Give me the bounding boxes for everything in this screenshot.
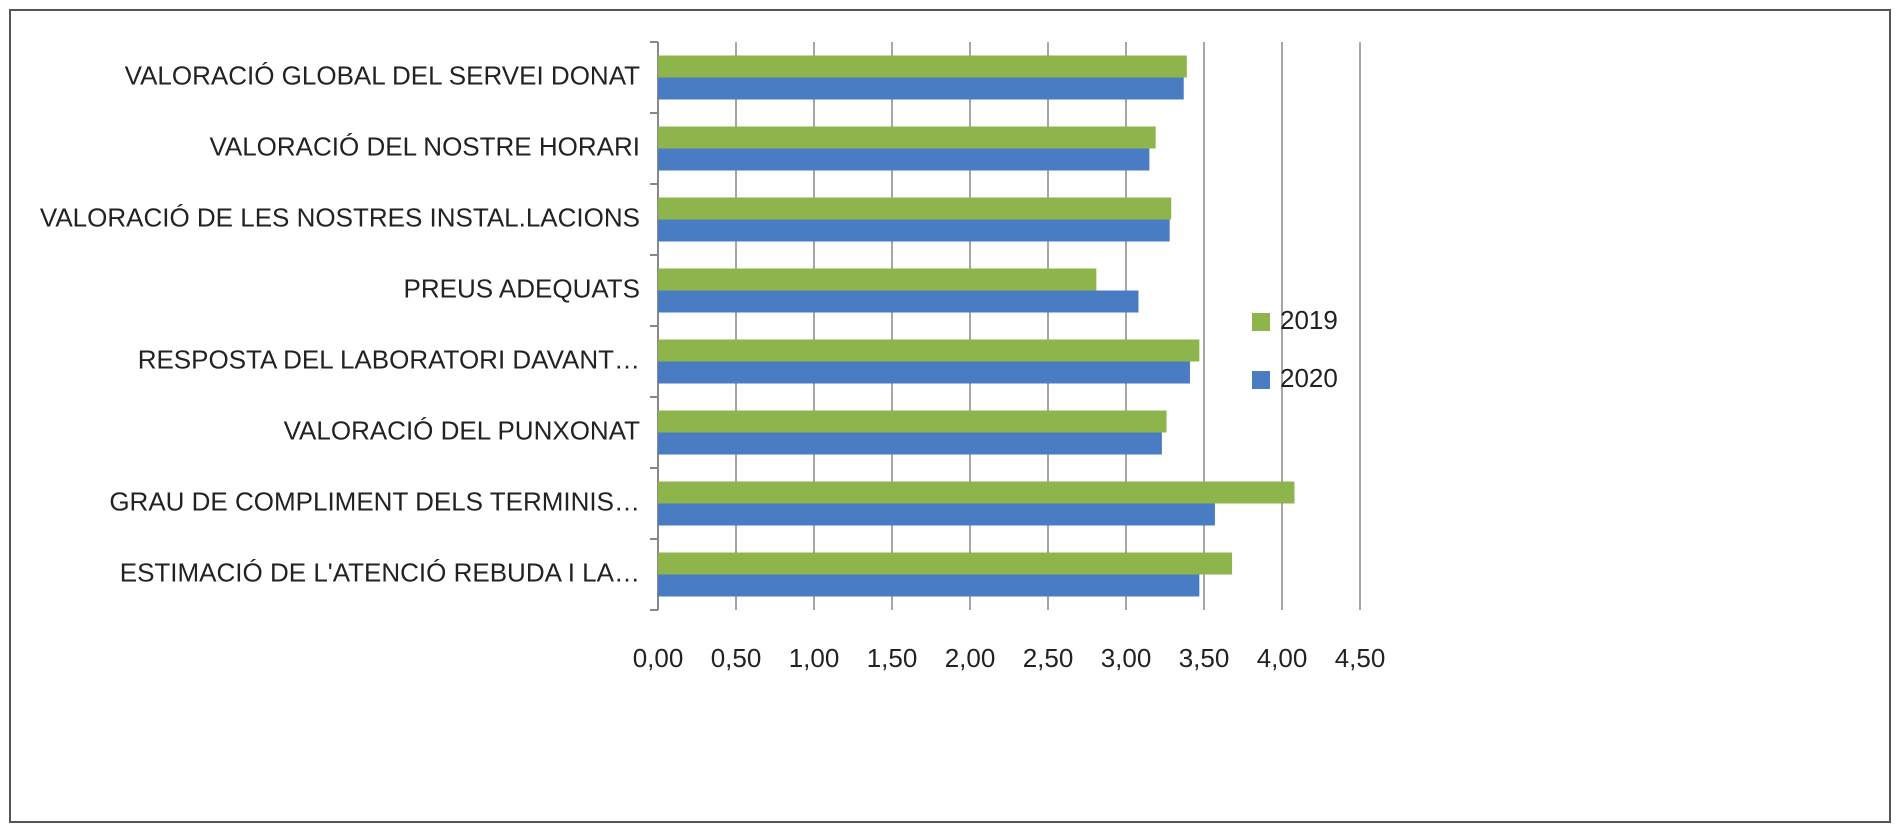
x-tick-label: 1,00	[789, 643, 840, 673]
y-tick-label: ESTIMACIÓ DE L'ATENCIÓ REBUDA I LA…	[120, 557, 640, 587]
bar	[658, 339, 1200, 362]
x-tick-label: 1,50	[867, 643, 918, 673]
x-tick-label: 4,00	[1257, 643, 1308, 673]
bar	[658, 410, 1167, 433]
y-tick-label: VALORACIÓ DEL NOSTRE HORARI	[209, 131, 640, 161]
bar	[658, 77, 1184, 100]
bar	[658, 197, 1172, 220]
y-tick-label: RESPOSTA DEL LABORATORI DAVANT…	[138, 344, 640, 374]
bar	[658, 552, 1233, 575]
legend-swatch	[1252, 313, 1270, 331]
bar	[658, 503, 1215, 526]
bar	[658, 361, 1190, 384]
x-tick-label: 0,50	[711, 643, 762, 673]
y-tick-label: VALORACIÓ DE LES NOSTRES INSTAL.LACIONS	[40, 202, 640, 232]
bar	[658, 268, 1097, 291]
bar	[658, 574, 1200, 597]
x-tick-label: 2,50	[1023, 643, 1074, 673]
legend-swatch	[1252, 371, 1270, 389]
x-tick-label: 4,50	[1335, 643, 1386, 673]
y-tick-label: GRAU DE COMPLIMENT DELS TERMINIS…	[109, 486, 640, 516]
bar	[658, 55, 1187, 78]
legend-label: 2020	[1280, 363, 1338, 393]
y-tick-label: PREUS ADEQUATS	[404, 273, 640, 303]
x-tick-label: 3,50	[1179, 643, 1230, 673]
bar	[658, 432, 1162, 455]
bar	[658, 481, 1295, 504]
y-tick-label: VALORACIÓ GLOBAL DEL SERVEI DONAT	[125, 60, 640, 90]
y-tick-label: VALORACIÓ DEL PUNXONAT	[284, 415, 640, 445]
bar	[658, 219, 1170, 242]
x-tick-label: 0,00	[633, 643, 684, 673]
bar	[658, 126, 1156, 149]
legend-label: 2019	[1280, 305, 1338, 335]
bar	[658, 148, 1150, 171]
x-tick-label: 2,00	[945, 643, 996, 673]
x-tick-label: 3,00	[1101, 643, 1152, 673]
bar	[658, 290, 1139, 313]
